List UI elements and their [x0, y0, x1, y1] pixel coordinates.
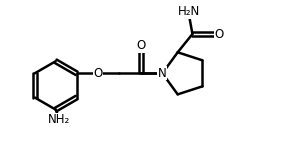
Text: O: O — [93, 67, 102, 80]
Text: N: N — [158, 67, 167, 80]
Text: H₂N: H₂N — [178, 5, 201, 18]
Text: O: O — [137, 39, 146, 52]
Text: NH₂: NH₂ — [48, 113, 70, 126]
Text: N: N — [158, 67, 167, 80]
Text: O: O — [214, 28, 224, 40]
